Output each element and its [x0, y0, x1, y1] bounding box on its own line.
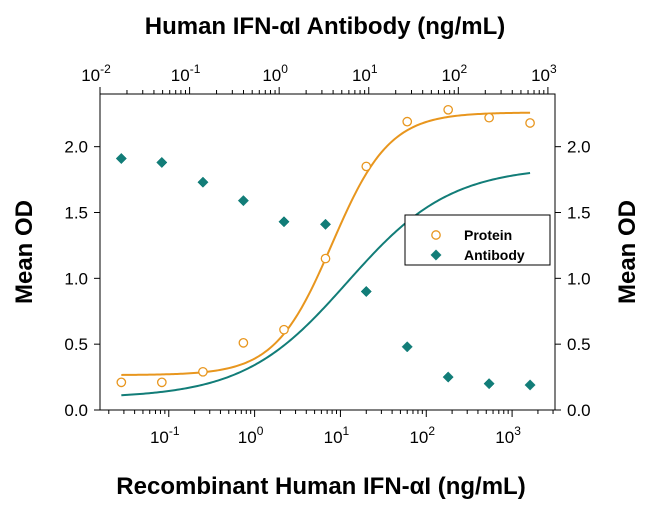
- y-tick-label-left: 1.0: [64, 269, 88, 288]
- y-tick-label-left: 0.5: [64, 335, 88, 354]
- y-tick-label-left: 0.0: [64, 401, 88, 420]
- y-tick-label-right: 1.0: [567, 269, 591, 288]
- y-tick-label-right: 0.5: [567, 335, 591, 354]
- x-tick-label-top: 102: [442, 62, 468, 85]
- legend-antibody-label: Antibody: [464, 247, 525, 263]
- data-point-antibody: [442, 371, 454, 383]
- x-tick-label-top: 101: [352, 62, 378, 85]
- x-tick-label-bottom: 10-1: [150, 424, 180, 447]
- data-point-protein: [443, 104, 454, 115]
- data-point-antibody: [237, 195, 249, 207]
- data-point-antibody: [360, 285, 372, 298]
- data-point-protein: [279, 324, 289, 335]
- y-axis-label-left: Mean OD: [11, 200, 38, 304]
- data-point-protein: [320, 253, 331, 264]
- ticks-layer: 0.0 0.0 0.5 0.5 1.0 1.0 1.5 1.5 2.0 2.0 10-1 100 101…: [64, 62, 590, 447]
- legend-protein-label: Protein: [464, 227, 512, 243]
- data-point-protein: [116, 377, 127, 388]
- data-point-protein: [402, 116, 413, 127]
- x-tick-label-bottom: 101: [324, 424, 350, 447]
- y-tick-label-left: 1.5: [64, 204, 88, 223]
- legend-antibody-marker: [430, 249, 442, 261]
- legend-box: [404, 214, 551, 266]
- legend-protein-marker: [431, 230, 441, 240]
- x-tick-label-top: 103: [531, 62, 557, 85]
- data-point-protein: [361, 161, 372, 172]
- legend: Protein Antibody: [404, 214, 551, 266]
- x-tick-label-bottom: 100: [238, 424, 264, 447]
- data-point-protein: [156, 377, 167, 388]
- x-tick-label-top: 10-2: [81, 62, 111, 85]
- data-point-antibody: [319, 218, 332, 230]
- data-point-antibody: [156, 156, 168, 169]
- data-point-protein: [484, 112, 494, 123]
- data-point-antibody: [524, 379, 536, 391]
- y-tick-label-right: 2.0: [567, 138, 591, 157]
- x-tick-label-top: 10-1: [171, 62, 201, 85]
- x-axis-label: Recombinant Human IFN-αI (ng/mL): [116, 473, 525, 500]
- legend-marker-antibody: [430, 249, 442, 261]
- data-point-antibody: [115, 152, 127, 165]
- fit-curve-antibody: [121, 172, 531, 397]
- legend-marker-protein: [431, 230, 441, 240]
- chart-title: Human IFN-αI Antibody (ng/mL): [145, 13, 505, 40]
- data-point-protein: [238, 337, 249, 348]
- x-tick-label-top: 100: [262, 62, 288, 85]
- data-point-antibody: [401, 341, 413, 353]
- points-layer: [115, 104, 536, 391]
- y-tick-label-right: 1.5: [567, 204, 591, 223]
- x-tick-label-bottom: 103: [495, 424, 521, 447]
- data-point-protein: [198, 366, 208, 377]
- data-point-antibody: [278, 216, 290, 228]
- data-point-antibody: [483, 378, 495, 390]
- data-point-antibody: [197, 176, 209, 188]
- x-tick-label-bottom: 102: [409, 424, 435, 447]
- data-point-protein: [525, 118, 535, 128]
- y-tick-label-right: 0.0: [567, 401, 591, 420]
- y-tick-label-left: 2.0: [64, 138, 88, 157]
- y-axis-label-right: Mean OD: [614, 200, 641, 304]
